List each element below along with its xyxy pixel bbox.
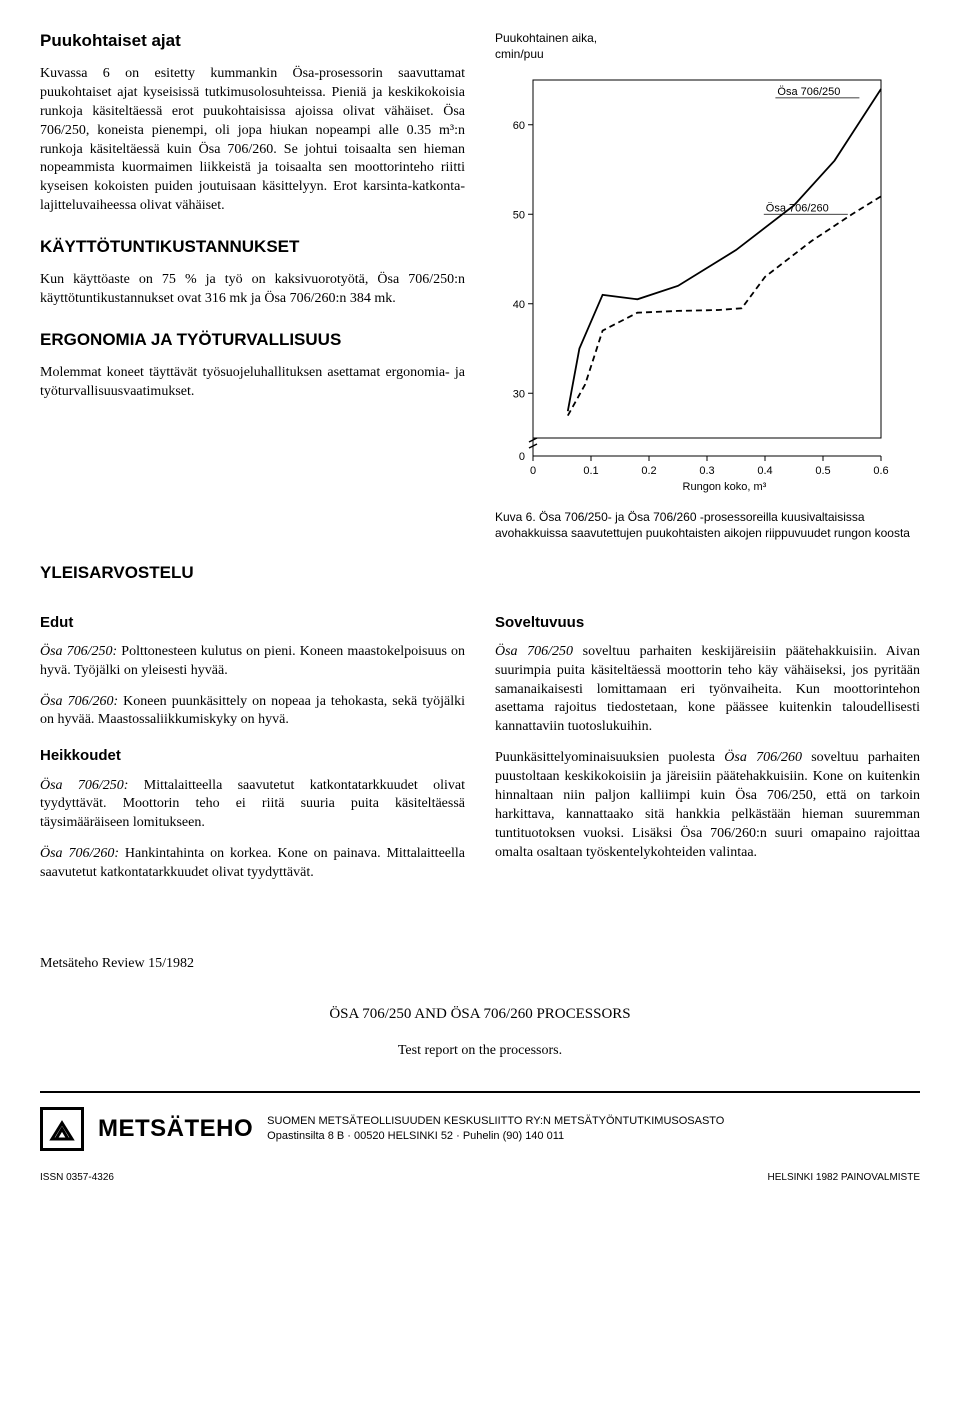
left-column: Puukohtaiset ajat Kuvassa 6 on esitetty … [40, 30, 465, 542]
svg-text:Rungon koko, m³: Rungon koko, m³ [683, 481, 767, 493]
footer-address: SUOMEN METSÄTEOLLISUUDEN KESKUSLIITTO RY… [267, 1114, 724, 1145]
sov2-pre: Puunkäsittelyominaisuuksien puolesta [495, 750, 724, 765]
logo-svg [46, 1113, 78, 1145]
logo-icon [40, 1107, 84, 1151]
chart-y-title: Puukohtainen aika, cmin/puu [495, 30, 920, 62]
heik2-label: Ösa 706/260: [40, 846, 119, 861]
divider [40, 1091, 920, 1093]
sov-heading: Soveltuvuus [495, 613, 920, 633]
bottom-right: Soveltuvuus Ösa 706/250 soveltuu parhait… [495, 597, 920, 896]
sov2-text: soveltuu parhaiten puustoltaan keskikoko… [495, 750, 920, 859]
svg-text:0: 0 [519, 451, 525, 463]
line-chart: 0 0.1 0.2 0.3 0.4 0.5 0.6 30 40 50 60 0 Ösa 706/250 Ö… [495, 66, 895, 496]
svg-text:60: 60 [513, 120, 525, 132]
edut-2: Ösa 706/260: Koneen puunkäsittely on nop… [40, 693, 465, 731]
caption-prefix: Kuva 6. [495, 510, 536, 524]
heik-1: Ösa 706/250: Mittalaitteella saavutetut … [40, 777, 465, 834]
footer: METSÄTEHO SUOMEN METSÄTEOLLISUUDEN KESKU… [40, 1107, 920, 1151]
heik-2: Ösa 706/260: Hankintahinta on korkea. Ko… [40, 845, 465, 883]
sec3-para: Molemmat koneet täyttävät työsuojeluhall… [40, 364, 465, 402]
svg-text:30: 30 [513, 389, 525, 401]
edut-1: Ösa 706/250: Polttonesteen kulutus on pi… [40, 643, 465, 681]
sec4-heading: YLEISARVOSTELU [40, 562, 920, 585]
print-info: HELSINKI 1982 PAINOVALMISTE [768, 1171, 920, 1185]
right-column: Puukohtainen aika, cmin/puu 0 0.1 0.2 0.3 0.… [495, 30, 920, 542]
heik-heading: Heikkoudet [40, 746, 465, 766]
svg-text:40: 40 [513, 299, 525, 311]
svg-text:Ösa 706/260: Ösa 706/260 [766, 203, 829, 215]
edut-heading: Edut [40, 613, 465, 633]
edut2-label: Ösa 706/260: [40, 694, 118, 709]
sec2-para: Kun käyttöaste on 75 % ja työ on kaksivu… [40, 271, 465, 309]
chart-container: 0 0.1 0.2 0.3 0.4 0.5 0.6 30 40 50 60 0 Ösa 706/250 Ö… [495, 66, 920, 496]
english-subtitle: Test report on the processors. [40, 1042, 920, 1061]
bottom-row: ISSN 0357-4326 HELSINKI 1982 PAINOVALMIS… [40, 1171, 920, 1185]
sov1-label: Ösa 706/250 [495, 644, 573, 659]
footer-line1: SUOMEN METSÄTEOLLISUUDEN KESKUSLIITTO RY… [267, 1114, 724, 1129]
svg-text:0: 0 [530, 465, 536, 477]
heik1-label: Ösa 706/250: [40, 778, 128, 793]
bottom-left: Edut Ösa 706/250: Polttonesteen kulutus … [40, 597, 465, 896]
svg-text:0.6: 0.6 [873, 465, 888, 477]
top-two-column: Puukohtaiset ajat Kuvassa 6 on esitetty … [40, 30, 920, 542]
svg-text:0.3: 0.3 [699, 465, 714, 477]
svg-text:Ösa 706/250: Ösa 706/250 [777, 86, 840, 98]
sov2-label: Ösa 706/260 [724, 750, 802, 765]
svg-text:0.4: 0.4 [757, 465, 772, 477]
sec1-para: Kuvassa 6 on esitetty kummankin Ösa-pros… [40, 65, 465, 216]
issn: ISSN 0357-4326 [40, 1171, 114, 1185]
svg-text:0.2: 0.2 [641, 465, 656, 477]
bottom-two-column: Edut Ösa 706/250: Polttonesteen kulutus … [40, 597, 920, 896]
sec3-heading: ERGONOMIA JA TYÖTURVALLISUUS [40, 329, 465, 352]
sov-1: Ösa 706/250 soveltuu parhaiten keskijäre… [495, 643, 920, 737]
english-title: ÖSA 706/250 AND ÖSA 706/260 PROCESSORS [40, 1004, 920, 1024]
brand-name: METSÄTEHO [98, 1113, 253, 1145]
svg-text:0.5: 0.5 [815, 465, 830, 477]
svg-text:0.1: 0.1 [583, 465, 598, 477]
sec2-heading: KÄYTTÖTUNTIKUSTANNUKSET [40, 236, 465, 259]
caption-text: Ösa 706/250- ja Ösa 706/260 -prosessorei… [495, 510, 910, 540]
svg-text:50: 50 [513, 210, 525, 222]
chart-title-l1: Puukohtainen aika, [495, 31, 597, 45]
edut1-label: Ösa 706/250: [40, 644, 117, 659]
sov-2: Puunkäsittelyominaisuuksien puolesta Ösa… [495, 749, 920, 862]
figure-caption: Kuva 6. Ösa 706/250- ja Ösa 706/260 -pro… [495, 510, 920, 541]
chart-title-l2: cmin/puu [495, 47, 544, 61]
review-line: Metsäteho Review 15/1982 [40, 955, 920, 974]
sec1-heading: Puukohtaiset ajat [40, 30, 465, 53]
footer-line2: Opastinsilta 8 B · 00520 HELSINKI 52 · P… [267, 1129, 724, 1144]
